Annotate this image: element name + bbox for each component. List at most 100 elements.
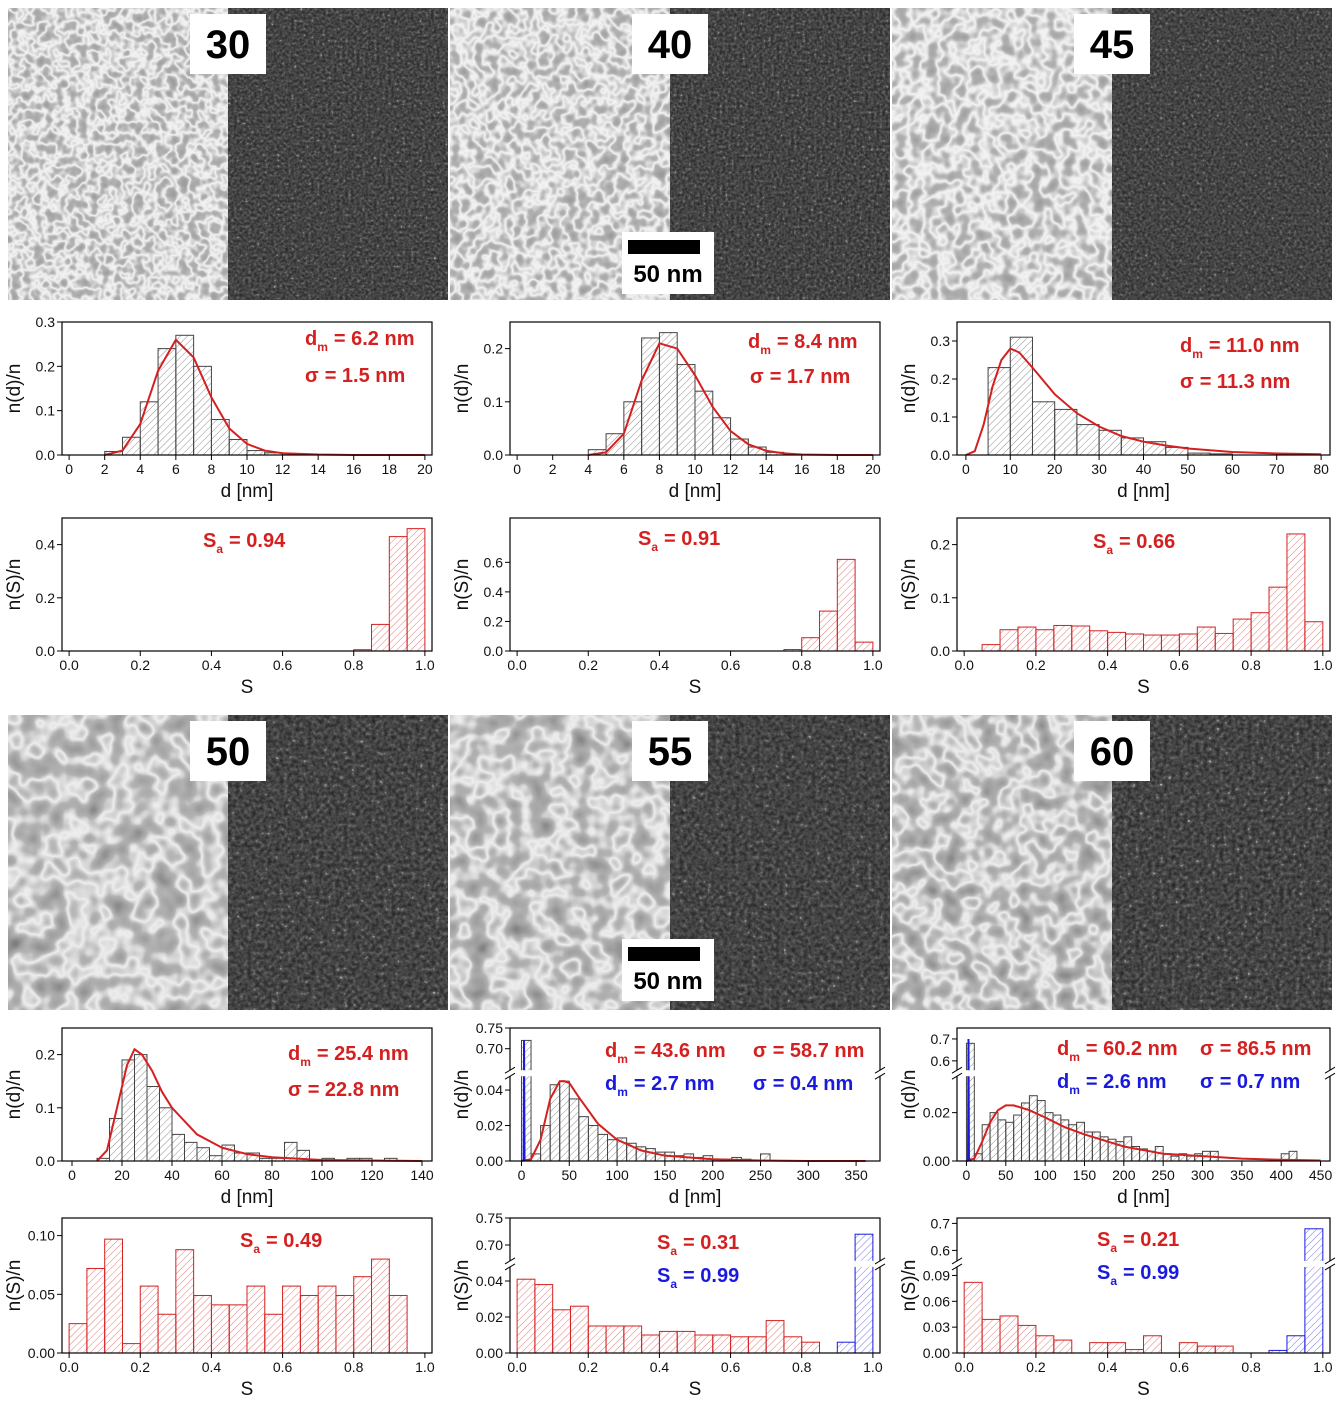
x-tick-label: 300 xyxy=(1191,1167,1215,1183)
histogram-bar xyxy=(282,1285,301,1354)
annotation: Sa = 0.91 xyxy=(638,528,720,554)
axis-break xyxy=(506,1070,884,1077)
annotation-symbol: σ xyxy=(1200,1038,1214,1060)
x-tick-label: 250 xyxy=(749,1167,773,1183)
panel-label-box xyxy=(190,14,266,74)
annotation-symbol: d xyxy=(748,331,760,353)
y-tick-label: 0.00 xyxy=(923,1345,950,1361)
histogram-bar xyxy=(676,1330,696,1354)
y-axis-label: n(d)/n xyxy=(4,1070,25,1120)
annotation-value: = 0.99 xyxy=(1123,1262,1179,1284)
y-tick-label: 0.00 xyxy=(476,1345,503,1361)
x-tick-label: 200 xyxy=(1112,1167,1136,1183)
fit-curve xyxy=(521,1080,866,1162)
x-axis-label: S xyxy=(241,677,254,698)
histogram-bar xyxy=(1123,1136,1133,1162)
y-tick-label: 0.70 xyxy=(476,1237,503,1253)
x-tick-label: 0.8 xyxy=(792,657,812,673)
histogram-bar xyxy=(1031,401,1056,456)
histogram-bar xyxy=(1005,1121,1015,1162)
histogram-bar xyxy=(987,367,1011,456)
histogram-bar xyxy=(1143,1335,1162,1354)
scale-bar xyxy=(628,240,700,254)
annotation-value: = 60.2 nm xyxy=(1086,1038,1178,1060)
histogram-bar xyxy=(209,1155,223,1162)
y-tick-label: 0.0 xyxy=(36,1153,56,1169)
x-tick-label: 0 xyxy=(65,461,73,477)
annotation: dm = 6.2 nm xyxy=(305,328,415,354)
x-tick-label: 18 xyxy=(382,461,398,477)
panel-label: 55 xyxy=(648,730,693,774)
y-axis-label: n(S)/n xyxy=(899,559,920,611)
x-tick-label: 400 xyxy=(1270,1167,1294,1183)
axis-break-mark xyxy=(951,1257,963,1265)
annotation: dm = 43.6 nm xyxy=(605,1040,726,1066)
histogram-bar xyxy=(569,1305,589,1354)
panel-label: 60 xyxy=(1090,730,1135,774)
annotation-value: = 58.7 nm xyxy=(773,1040,865,1062)
annotation: Sa = 0.99 xyxy=(657,1265,739,1291)
y-tick-label: 0.0 xyxy=(484,643,504,659)
annotation-subscript: m xyxy=(617,1052,628,1066)
histogram-bar xyxy=(157,1313,177,1354)
annotation-subscript: a xyxy=(1110,1274,1117,1288)
histogram-bar xyxy=(121,1343,141,1354)
annotation: σ = 11.3 nm xyxy=(1180,371,1290,393)
histogram-bar xyxy=(228,1304,248,1354)
panel-label-box xyxy=(190,721,266,781)
annotation-symbol: σ xyxy=(753,1073,767,1095)
y-tick-label: 0.6 xyxy=(931,1053,951,1069)
y-tick-label: 0.1 xyxy=(931,590,951,606)
x-tick-label: 350 xyxy=(1230,1167,1254,1183)
y-tick-label: 0.6 xyxy=(931,1242,951,1258)
x-tick-label: 0 xyxy=(963,1167,971,1183)
y-tick-label: 0.1 xyxy=(931,409,951,425)
histogram-bar xyxy=(1178,633,1198,652)
x-tick-label: 16 xyxy=(346,461,362,477)
plot-frame xyxy=(956,517,1331,652)
histogram-bar xyxy=(146,1086,160,1162)
histogram-bar xyxy=(299,1294,319,1354)
annotation: σ = 0.4 nm xyxy=(753,1073,853,1095)
fit-curve xyxy=(96,1047,423,1162)
annotation-symbol: d xyxy=(288,1043,300,1065)
annotation-value: = 11.3 nm xyxy=(1200,371,1291,393)
annotation-symbol: d xyxy=(605,1040,617,1062)
x-tick-label: 40 xyxy=(1136,461,1152,477)
y-tick-label: 0.00 xyxy=(923,1153,950,1169)
x-tick-label: 60 xyxy=(1225,461,1241,477)
axis-break xyxy=(953,1260,1334,1267)
x-tick-label: 0.6 xyxy=(1170,657,1190,673)
x-tick-label: 350 xyxy=(844,1167,868,1183)
annotation-value: = 0.91 xyxy=(664,528,720,550)
x-tick-label: 50 xyxy=(1180,461,1196,477)
x-tick-label: 0.0 xyxy=(954,657,974,673)
x-tick-label: 0.0 xyxy=(954,1359,974,1375)
histogram-bar xyxy=(1053,1339,1073,1354)
x-tick-label: 2 xyxy=(549,461,557,477)
x-tick-label: 6 xyxy=(172,461,180,477)
histogram-bar xyxy=(1186,1155,1196,1162)
axis-break-mark xyxy=(1324,1257,1336,1265)
y-tick-label: 0.4 xyxy=(484,584,504,600)
x-tick-label: 8 xyxy=(656,461,664,477)
annotation-value: = 0.94 xyxy=(229,530,286,552)
x-tick-label: 6 xyxy=(620,461,628,477)
annotation: Sa = 0.49 xyxy=(240,1230,322,1256)
histogram-bar xyxy=(1143,634,1162,652)
annotation-subscript: a xyxy=(1110,1241,1117,1255)
x-tick-label: 0.4 xyxy=(202,1359,222,1375)
x-tick-label: 16 xyxy=(794,461,810,477)
histogram-bar xyxy=(246,450,266,456)
annotation-value: = 0.66 xyxy=(1119,531,1175,553)
histogram-bar xyxy=(568,1098,580,1162)
x-tick-label: 50 xyxy=(998,1167,1014,1183)
axis-break-mark xyxy=(951,1263,963,1271)
histogram-bar xyxy=(371,1258,390,1354)
y-tick-label: 0.1 xyxy=(484,394,504,410)
histogram-bar xyxy=(836,1341,856,1354)
x-tick-label: 8 xyxy=(208,461,216,477)
x-tick-label: 0.2 xyxy=(1026,1359,1046,1375)
annotation-value: = 0.99 xyxy=(683,1265,739,1287)
